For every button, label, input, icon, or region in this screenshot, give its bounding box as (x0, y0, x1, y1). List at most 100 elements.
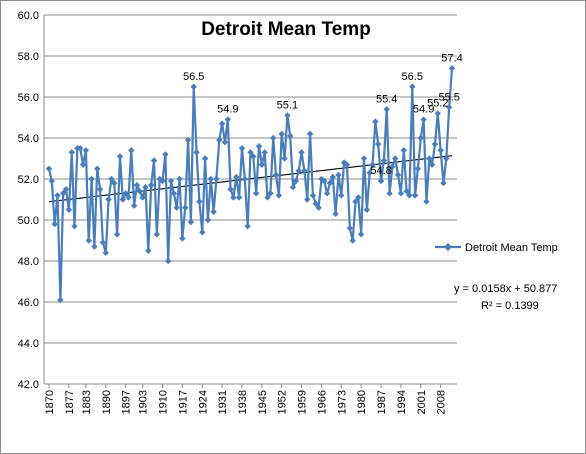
data-point (207, 175, 214, 183)
data-label: 55.2 (427, 97, 448, 109)
data-point (82, 147, 90, 154)
legend-marker (444, 243, 452, 251)
data-point (54, 192, 61, 199)
data-point (105, 196, 112, 203)
y-tick-label: 56.0 (18, 92, 39, 104)
x-tick-label: 1994 (396, 390, 408, 414)
data-point (179, 235, 186, 242)
data-point (392, 155, 399, 162)
data-point (335, 171, 342, 179)
data-label: 55.1 (277, 99, 298, 111)
legend: Detroit Mean Temp (435, 242, 558, 254)
data-point (380, 157, 388, 164)
data-point (278, 130, 285, 138)
x-tick-label: 1973 (336, 390, 348, 414)
data-point (409, 83, 416, 90)
y-tick-label: 50.0 (18, 215, 39, 227)
x-tick-label: 1931 (217, 390, 229, 414)
data-label: 54.9 (413, 104, 434, 116)
x-tick-label: 1897 (121, 390, 133, 414)
data-point (397, 190, 405, 197)
data-label: 56.5 (183, 71, 204, 83)
legend-label: Detroit Mean Temp (465, 242, 558, 254)
data-point (338, 192, 345, 199)
data-point (111, 179, 118, 187)
data-point (193, 149, 200, 156)
data-point (247, 149, 254, 156)
data-point (119, 196, 126, 203)
data-label: 56.5 (402, 71, 423, 83)
data-point (275, 192, 283, 199)
data-point (264, 194, 271, 201)
data-point (357, 231, 365, 238)
data-point (443, 155, 450, 162)
data-point (423, 198, 430, 205)
data-point (400, 147, 407, 154)
data-point (241, 175, 249, 183)
data-point (281, 155, 288, 162)
data-point (258, 161, 266, 168)
data-point (210, 208, 217, 215)
data-point (51, 220, 58, 228)
data-point (218, 120, 226, 127)
x-tick-label: 1987 (376, 390, 388, 414)
data-point (372, 118, 379, 125)
data-point (196, 198, 203, 205)
data-point (329, 173, 337, 181)
data-point (363, 206, 371, 213)
x-tick-label: 2008 (436, 390, 448, 414)
data-point (448, 65, 456, 72)
data-point (289, 184, 297, 191)
data-point (287, 132, 294, 140)
data-point (306, 130, 314, 138)
data-point (292, 177, 300, 185)
data-point (352, 198, 359, 205)
data-point (440, 179, 447, 187)
data-point (403, 188, 410, 195)
data-point (204, 216, 212, 224)
x-tick-label: 1945 (257, 390, 269, 414)
data-point (88, 175, 95, 183)
data-point (343, 161, 351, 168)
data-point (216, 136, 223, 144)
data-point (346, 225, 354, 232)
data-point (304, 196, 311, 203)
data-point (375, 140, 382, 148)
data-point (417, 134, 424, 142)
data-point (162, 151, 169, 158)
data-point (190, 83, 197, 90)
x-tick-label: 1938 (237, 390, 249, 414)
data-point (99, 239, 107, 246)
x-tick-label: 1966 (316, 390, 328, 414)
data-point (244, 222, 251, 230)
data-point (213, 175, 220, 183)
data-point (369, 161, 376, 168)
data-point (108, 175, 115, 183)
data-point (182, 204, 189, 211)
x-tick-label: 1910 (158, 390, 170, 414)
data-point (261, 149, 268, 156)
data-point (383, 106, 390, 113)
data-point (150, 157, 158, 164)
x-tick-label: 1980 (356, 390, 368, 414)
data-point (233, 173, 240, 181)
data-label: 55.5 (438, 91, 459, 103)
x-tick-label: 2001 (416, 390, 428, 414)
data-point (153, 231, 161, 238)
y-tick-label: 52.0 (18, 174, 39, 186)
data-point (170, 190, 178, 197)
data-point (267, 190, 274, 197)
y-tick-label: 44.0 (18, 338, 39, 350)
data-point (167, 177, 175, 185)
data-point (312, 200, 319, 207)
data-point (255, 143, 263, 150)
data-point (133, 181, 141, 189)
data-point (48, 177, 56, 185)
data-point (295, 167, 302, 174)
x-tick-label: 1883 (81, 390, 93, 414)
y-tick-label: 46.0 (18, 297, 39, 309)
data-point (71, 222, 78, 230)
data-point (136, 188, 144, 195)
data-point (94, 165, 101, 172)
data-point (85, 237, 92, 244)
